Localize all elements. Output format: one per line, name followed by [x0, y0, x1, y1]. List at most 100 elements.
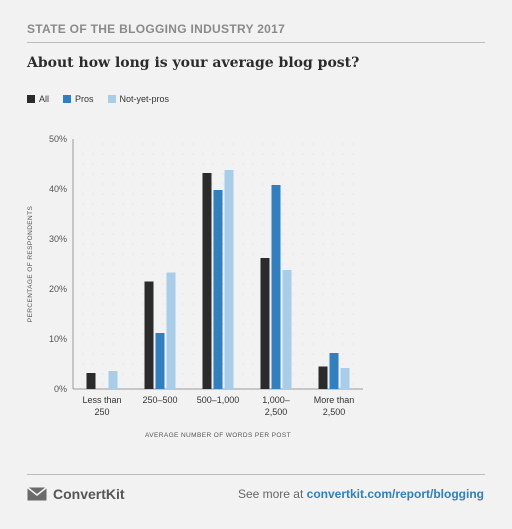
grid-dot [82, 153, 84, 155]
grid-dot [142, 303, 144, 305]
bar-pros-2 [213, 190, 223, 389]
grid-dot [312, 253, 314, 255]
grid-dot [112, 193, 114, 195]
grid-dot [212, 263, 214, 265]
grid-dot [222, 143, 224, 145]
y-tick-label: 10% [49, 334, 67, 344]
legend-item-pros: Pros [63, 94, 94, 104]
grid-dot [82, 263, 84, 265]
footer-cta: See more at convertkit.com/report/bloggi… [238, 487, 484, 501]
grid-dot [332, 183, 334, 185]
grid-dot [92, 253, 94, 255]
grid-dot [92, 293, 94, 295]
grid-dot [82, 213, 84, 215]
grid-dot [292, 333, 294, 335]
bar-not-yet-pros-3 [282, 270, 292, 389]
grid-dot [172, 243, 174, 245]
grid-dot [102, 253, 104, 255]
grid-dot [222, 213, 224, 215]
grid-dot [332, 173, 334, 175]
grid-dot [322, 223, 324, 225]
grid-dot [282, 223, 284, 225]
grid-dot [182, 313, 184, 315]
grid-dot [172, 153, 174, 155]
grid-dot [252, 353, 254, 355]
grid-dot [312, 283, 314, 285]
grid-dot [292, 143, 294, 145]
grid-dot [312, 333, 314, 335]
grid-dot [122, 353, 124, 355]
grid-dot [332, 193, 334, 195]
grid-dot [122, 213, 124, 215]
legend-swatch-all [27, 95, 35, 103]
grid-dot [352, 143, 354, 145]
grid-dot [292, 233, 294, 235]
legend-swatch-not-yet-pros [107, 95, 116, 103]
grid-dot [352, 233, 354, 235]
bar-all-4 [318, 366, 328, 389]
grid-dot [342, 313, 344, 315]
grid-dot [152, 153, 154, 155]
grid-dot [142, 353, 144, 355]
grid-dot [292, 153, 294, 155]
grid-dot [242, 243, 244, 245]
grid-dot [212, 273, 214, 275]
grid-dot [242, 253, 244, 255]
grid-dot [102, 173, 104, 175]
grid-dot [192, 243, 194, 245]
grid-dot [282, 163, 284, 165]
grid-dot [332, 233, 334, 235]
grid-dot [342, 143, 344, 145]
grid-dot [322, 343, 324, 345]
grid-dot [222, 333, 224, 335]
grid-dot [262, 253, 264, 255]
grid-dot [122, 163, 124, 165]
y-tick-label: 30% [49, 234, 67, 244]
grid-dot [252, 183, 254, 185]
grid-dot [322, 303, 324, 305]
grid-dot [242, 373, 244, 375]
grid-dot [162, 313, 164, 315]
grid-dot [252, 233, 254, 235]
grid-dot [182, 303, 184, 305]
grid-dot [332, 203, 334, 205]
grid-dot [342, 303, 344, 305]
grid-dot [162, 163, 164, 165]
grid-dot [152, 253, 154, 255]
grid-dot [252, 303, 254, 305]
x-category-label: Less than [82, 395, 121, 405]
grid-dot [192, 183, 194, 185]
grid-dot [132, 233, 134, 235]
grid-dot [292, 183, 294, 185]
grid-dot [312, 363, 314, 365]
grid-dot [352, 173, 354, 175]
grid-dot [222, 183, 224, 185]
grid-dot [152, 213, 154, 215]
grid-dot [252, 263, 254, 265]
grid-dot [342, 173, 344, 175]
grid-dot [312, 373, 314, 375]
grid-dot [312, 173, 314, 175]
grid-dot [122, 173, 124, 175]
grid-dot [102, 343, 104, 345]
grid-dot [332, 163, 334, 165]
grid-dot [142, 193, 144, 195]
grid-dot [102, 243, 104, 245]
grid-dot [162, 293, 164, 295]
grid-dot [162, 223, 164, 225]
grid-dot [122, 273, 124, 275]
convertkit-logo[interactable]: ConvertKit [27, 486, 125, 502]
grid-dot [132, 183, 134, 185]
grid-dot [122, 363, 124, 365]
grid-dot [92, 173, 94, 175]
grid-dot [302, 313, 304, 315]
grid-dot [162, 303, 164, 305]
grid-dot [182, 373, 184, 375]
grid-dot [332, 243, 334, 245]
grid-dot [142, 373, 144, 375]
grid-dot [342, 283, 344, 285]
grid-dot [102, 153, 104, 155]
report-link[interactable]: convertkit.com/report/blogging [306, 487, 484, 501]
grid-dot [142, 383, 144, 385]
grid-dot [322, 143, 324, 145]
